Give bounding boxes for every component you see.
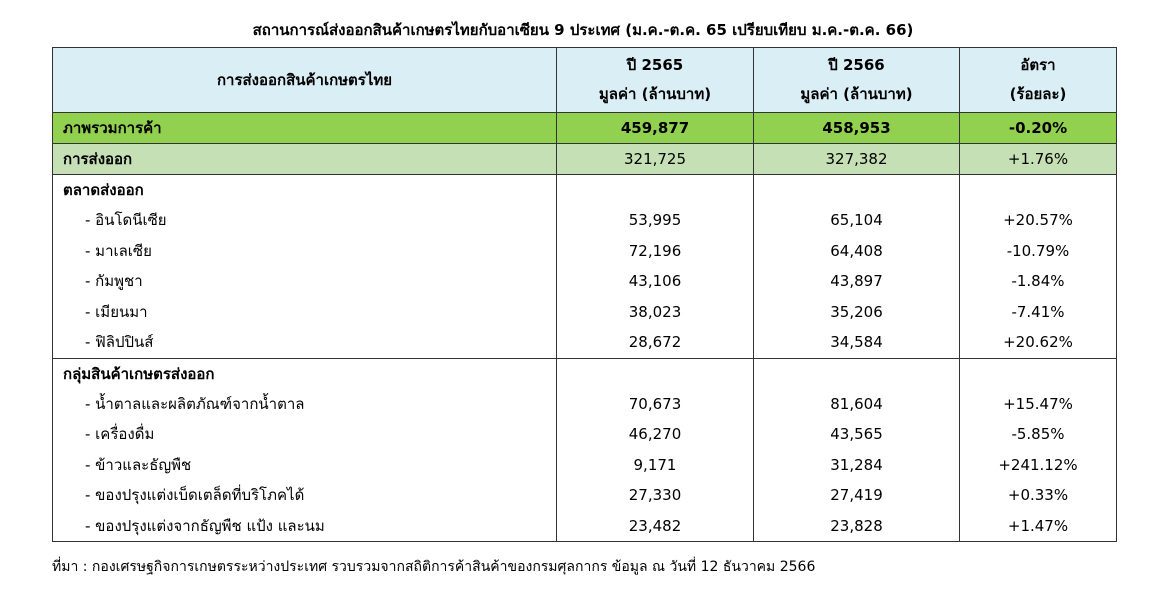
rate-value: -7.41%: [959, 296, 1117, 327]
value-2566: 64,408: [753, 235, 960, 266]
value-2565: 9,171: [556, 449, 754, 480]
value-2566: 27,419: [753, 480, 960, 511]
header-2565: ปี 2565 มูลค่า (ล้านบาท): [556, 47, 754, 113]
rate-value: +241.12%: [959, 449, 1117, 480]
table-row: - ของปรุงแต่งเบ็ดเตล็ดที่บริโภคได้ 27,33…: [52, 480, 1117, 511]
rate-value: -1.84%: [959, 266, 1117, 297]
value-2565: 38,023: [556, 296, 754, 327]
table-row: - อินโดนีเซีย 53,995 65,104 +20.57%: [52, 205, 1117, 236]
rate-value: +20.62%: [959, 327, 1117, 359]
value-2565: 53,995: [556, 205, 754, 236]
value-2566: 23,828: [753, 510, 960, 542]
rate-value: +1.47%: [959, 510, 1117, 542]
value-2566: 34,584: [753, 327, 960, 359]
value-2565: 70,673: [556, 388, 754, 419]
export-table: การส่งออกสินค้าเกษตรไทย ปี 2565 มูลค่า (…: [52, 47, 1117, 542]
value-2565: 23,482: [556, 510, 754, 542]
table-row: - ฟิลิปปินส์ 28,672 34,584 +20.62%: [52, 327, 1117, 359]
value-2565: 459,877: [556, 112, 754, 144]
rate-value: +1.76%: [959, 143, 1117, 175]
section-heading-products: กลุ่มสินค้าเกษตรส่งออก: [52, 358, 1117, 389]
table-row: - น้ำตาลและผลิตภัณฑ์จากน้ำตาล 70,673 81,…: [52, 388, 1117, 419]
section-heading-markets: ตลาดส่งออก: [52, 174, 1117, 205]
header-category: การส่งออกสินค้าเกษตรไทย: [52, 47, 557, 113]
section-label: ตลาดส่งออก: [52, 174, 557, 205]
rate-value: -5.85%: [959, 419, 1117, 450]
table-row: - เมียนมา 38,023 35,206 -7.41%: [52, 296, 1117, 327]
row-label: - น้ำตาลและผลิตภัณฑ์จากน้ำตาล: [52, 388, 557, 419]
header-2566-year: ปี 2566: [828, 56, 885, 74]
table-row: - มาเลเซีย 72,196 64,408 -10.79%: [52, 235, 1117, 266]
value-2566: 327,382: [753, 143, 960, 175]
value-2565: 43,106: [556, 266, 754, 297]
source-note: ที่มา : กองเศรษฐกิจการเกษตรระหว่างประเทศ…: [52, 559, 816, 575]
header-2565-year: ปี 2565: [626, 56, 684, 74]
table-row: - กัมพูชา 43,106 43,897 -1.84%: [52, 266, 1117, 297]
row-label: - เครื่องดื่ม: [52, 419, 557, 450]
table-title: สถานการณ์ส่งออกสินค้าเกษตรไทยกับอาเซียน …: [252, 21, 914, 39]
rate-value: -0.20%: [959, 112, 1117, 144]
rate-value: +0.33%: [959, 480, 1117, 511]
row-label: - ของปรุงแต่งเบ็ดเตล็ดที่บริโภคได้: [52, 480, 557, 511]
value-2566: 43,565: [753, 419, 960, 450]
header-2566: ปี 2566 มูลค่า (ล้านบาท): [753, 47, 960, 113]
row-label: - ข้าวและธัญพืช: [52, 449, 557, 480]
table-row: - เครื่องดื่ม 46,270 43,565 -5.85%: [52, 419, 1117, 450]
total-trade-row: ภาพรวมการค้า 459,877 458,953 -0.20%: [52, 112, 1117, 144]
row-label: - ฟิลิปปินส์: [52, 327, 557, 359]
row-label: การส่งออก: [52, 143, 557, 175]
table-row: - ของปรุงแต่งจากธัญพืช แป้ง และนม 23,482…: [52, 510, 1117, 542]
rate-value: +20.57%: [959, 205, 1117, 236]
header-rate-unit: (ร้อยละ): [1009, 85, 1067, 103]
value-2565: 72,196: [556, 235, 754, 266]
value-2566: 31,284: [753, 449, 960, 480]
header-2566-unit: มูลค่า (ล้านบาท): [800, 85, 913, 103]
header-2565-unit: มูลค่า (ล้านบาท): [598, 85, 712, 103]
header-rate: อัตรา (ร้อยละ): [959, 47, 1117, 113]
value-2566: 35,206: [753, 296, 960, 327]
rate-value: -10.79%: [959, 235, 1117, 266]
value-2566: 65,104: [753, 205, 960, 236]
row-label: ภาพรวมการค้า: [52, 112, 557, 144]
row-label: - เมียนมา: [52, 296, 557, 327]
value-2566: 43,897: [753, 266, 960, 297]
value-2566: 458,953: [753, 112, 960, 144]
header-row: การส่งออกสินค้าเกษตรไทย ปี 2565 มูลค่า (…: [52, 47, 1117, 113]
table-row: - ข้าวและธัญพืช 9,171 31,284 +241.12%: [52, 449, 1117, 480]
row-label: - ของปรุงแต่งจากธัญพืช แป้ง และนม: [52, 510, 557, 542]
header-rate-label: อัตรา: [1020, 56, 1056, 74]
row-label: - มาเลเซีย: [52, 235, 557, 266]
export-row: การส่งออก 321,725 327,382 +1.76%: [52, 143, 1117, 175]
value-2565: 46,270: [556, 419, 754, 450]
section-label: กลุ่มสินค้าเกษตรส่งออก: [52, 358, 557, 389]
row-label: - กัมพูชา: [52, 266, 557, 297]
value-2565: 27,330: [556, 480, 754, 511]
value-2565: 321,725: [556, 143, 754, 175]
value-2566: 81,604: [753, 388, 960, 419]
row-label: - อินโดนีเซีย: [52, 205, 557, 236]
rate-value: +15.47%: [959, 388, 1117, 419]
value-2565: 28,672: [556, 327, 754, 359]
